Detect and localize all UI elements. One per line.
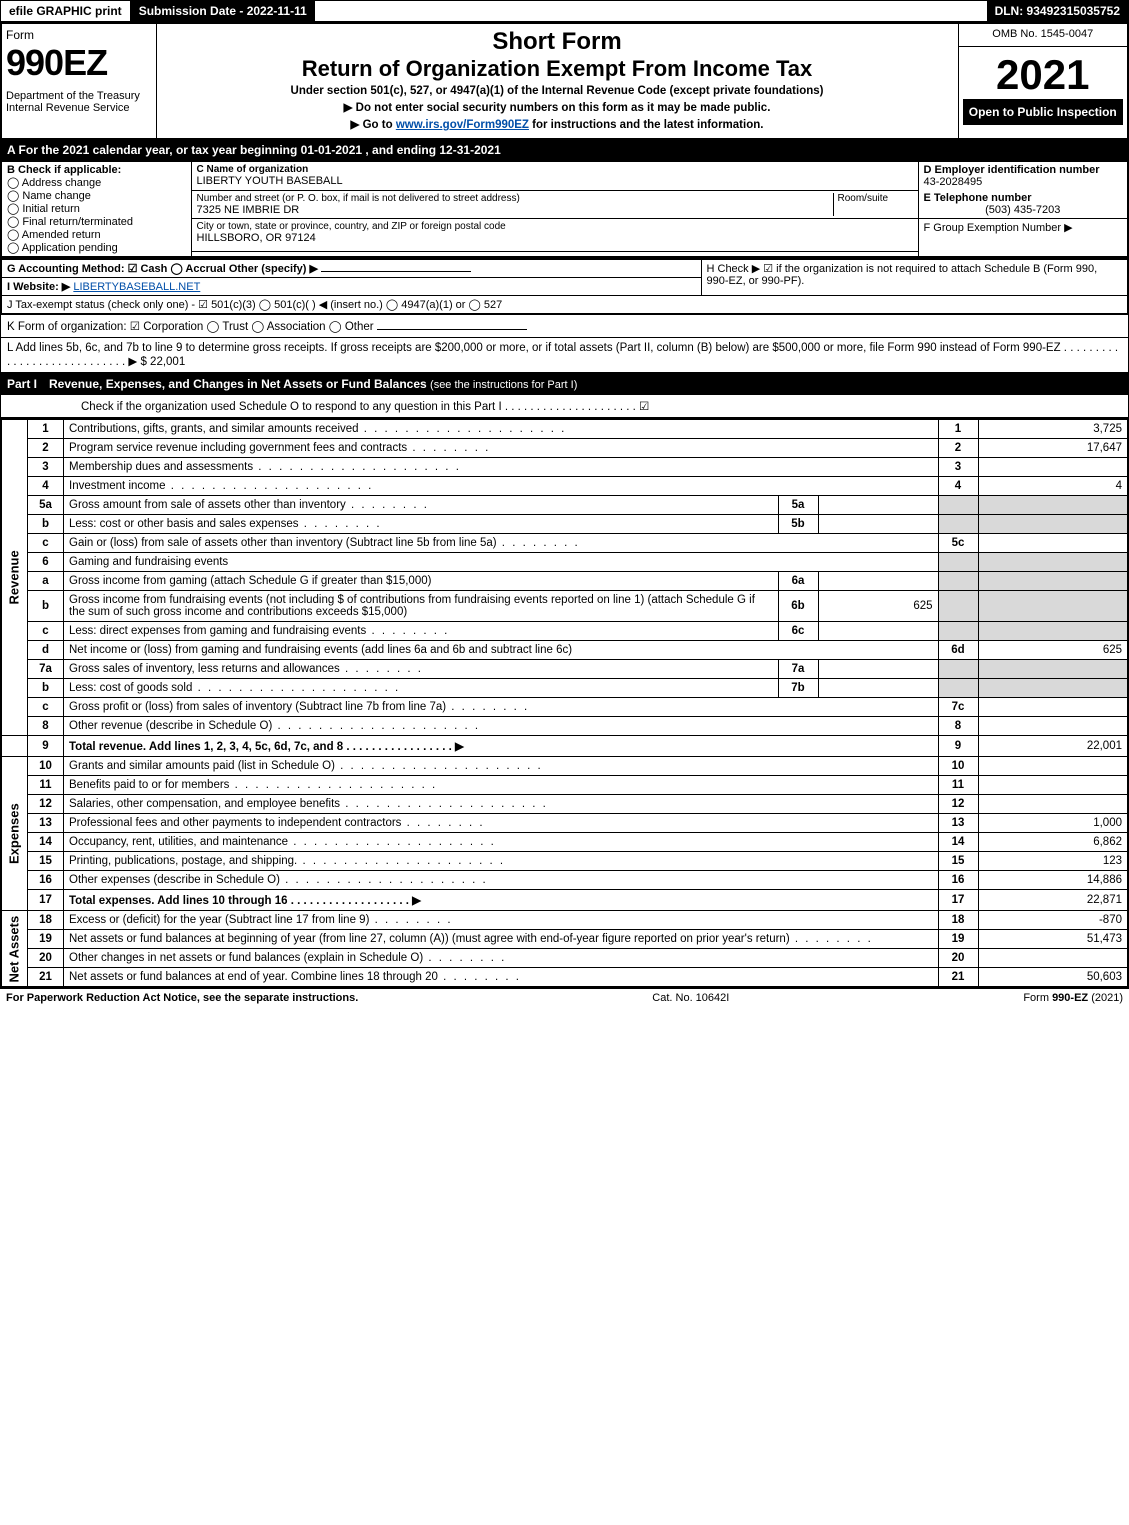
ein: 43-2028495 — [924, 176, 1123, 188]
chk-pending[interactable]: ◯ Application pending — [7, 241, 186, 254]
dln: DLN: 93492315035752 — [987, 1, 1128, 21]
footer-mid: Cat. No. 10642I — [652, 992, 729, 1004]
val-8 — [978, 717, 1128, 736]
org-name: LIBERTY YOUTH BASEBALL — [197, 175, 913, 187]
irs-link[interactable]: www.irs.gov/Form990EZ — [396, 119, 529, 131]
footer-right: Form 990-EZ (2021) — [1023, 992, 1123, 1004]
val-14: 6,862 — [978, 833, 1128, 852]
val-12 — [978, 795, 1128, 814]
val-10 — [978, 757, 1128, 776]
open-inspection: Open to Public Inspection — [963, 99, 1124, 125]
k-line: K Form of organization: ☑ Corporation ◯ … — [0, 315, 1129, 338]
side-netassets: Net Assets — [1, 911, 28, 988]
g-other-input[interactable] — [321, 271, 471, 272]
val-13: 1,000 — [978, 814, 1128, 833]
val-19: 51,473 — [978, 930, 1128, 949]
side-revenue: Revenue — [1, 419, 28, 736]
city-label: City or town, state or province, country… — [197, 221, 913, 232]
val-21: 50,603 — [978, 968, 1128, 988]
omb-number: OMB No. 1545-0047 — [963, 28, 1124, 40]
val-7c — [978, 698, 1128, 717]
submission-date: Submission Date - 2022-11-11 — [131, 1, 315, 21]
gjkl-block: G Accounting Method: ☑ Cash ◯ Accrual Ot… — [0, 258, 1129, 315]
form-header: Form 990EZ Department of the Treasury In… — [0, 22, 1129, 140]
val-2: 17,647 — [978, 439, 1128, 458]
l-line: L Add lines 5b, 6c, and 7b to line 9 to … — [0, 338, 1129, 373]
val-16: 14,886 — [978, 871, 1128, 890]
form-number: 990EZ — [6, 42, 152, 84]
g-line: G Accounting Method: ☑ Cash ◯ Accrual Ot… — [7, 263, 318, 275]
footer-left: For Paperwork Reduction Act Notice, see … — [6, 992, 358, 1004]
city: HILLSBORO, OR 97124 — [197, 232, 913, 244]
h-line: H Check ▶ ☑ if the organization is not r… — [701, 259, 1128, 296]
website-link[interactable]: LIBERTYBASEBALL.NET — [73, 281, 200, 293]
val-9: 22,001 — [978, 736, 1128, 757]
val-18: -870 — [978, 911, 1128, 930]
street: 7325 NE IMBRIE DR — [197, 204, 833, 216]
page-footer: For Paperwork Reduction Act Notice, see … — [0, 988, 1129, 1007]
street-label: Number and street (or P. O. box, if mail… — [197, 193, 833, 204]
val-20 — [978, 949, 1128, 968]
val-17: 22,871 — [978, 890, 1128, 911]
room-label: Room/suite — [838, 193, 913, 204]
b-label: B Check if applicable: — [7, 164, 186, 176]
chk-final[interactable]: ◯ Final return/terminated — [7, 215, 186, 228]
i-label: I Website: ▶ — [7, 281, 70, 293]
part1-header: Part I Revenue, Expenses, and Changes in… — [0, 373, 1129, 395]
part1-lines: Revenue 1 Contributions, gifts, grants, … — [0, 418, 1129, 988]
e-label: E Telephone number — [924, 192, 1123, 204]
c-label: C Name of organization — [197, 164, 913, 175]
efile-print[interactable]: efile GRAPHIC print — [1, 1, 131, 21]
chk-name[interactable]: ◯ Name change — [7, 189, 186, 202]
d-label: D Employer identification number — [924, 164, 1123, 176]
dept-treasury: Department of the Treasury Internal Reve… — [6, 90, 152, 114]
val-5c — [978, 534, 1128, 553]
subtitle-3: ▶ Go to www.irs.gov/Form990EZ for instru… — [161, 117, 954, 131]
chk-amended[interactable]: ◯ Amended return — [7, 228, 186, 241]
subtitle-1: Under section 501(c), 527, or 4947(a)(1)… — [161, 85, 954, 97]
phone: (503) 435-7203 — [924, 204, 1123, 216]
val-6b: 625 — [818, 591, 938, 622]
short-form-title: Short Form — [161, 28, 954, 56]
val-3 — [978, 458, 1128, 477]
k-other-input[interactable] — [377, 329, 527, 330]
top-bar: efile GRAPHIC print Submission Date - 20… — [0, 0, 1129, 22]
val-1: 3,725 — [978, 419, 1128, 439]
entity-info: B Check if applicable: ◯ Address change … — [0, 160, 1129, 258]
chk-initial[interactable]: ◯ Initial return — [7, 202, 186, 215]
section-a: A For the 2021 calendar year, or tax yea… — [0, 140, 1129, 160]
chk-address[interactable]: ◯ Address change — [7, 176, 186, 189]
f-label: F Group Exemption Number ▶ — [924, 221, 1123, 234]
j-line: J Tax-exempt status (check only one) - ☑… — [1, 296, 1128, 315]
val-11 — [978, 776, 1128, 795]
val-6d: 625 — [978, 641, 1128, 660]
main-title: Return of Organization Exempt From Incom… — [161, 56, 954, 82]
subtitle-2: ▶ Do not enter social security numbers o… — [161, 100, 954, 114]
form-word: Form — [6, 28, 152, 42]
part1-check-line: Check if the organization used Schedule … — [0, 395, 1129, 418]
side-expenses: Expenses — [1, 757, 28, 911]
tax-year: 2021 — [963, 51, 1124, 99]
val-4: 4 — [978, 477, 1128, 496]
val-15: 123 — [978, 852, 1128, 871]
